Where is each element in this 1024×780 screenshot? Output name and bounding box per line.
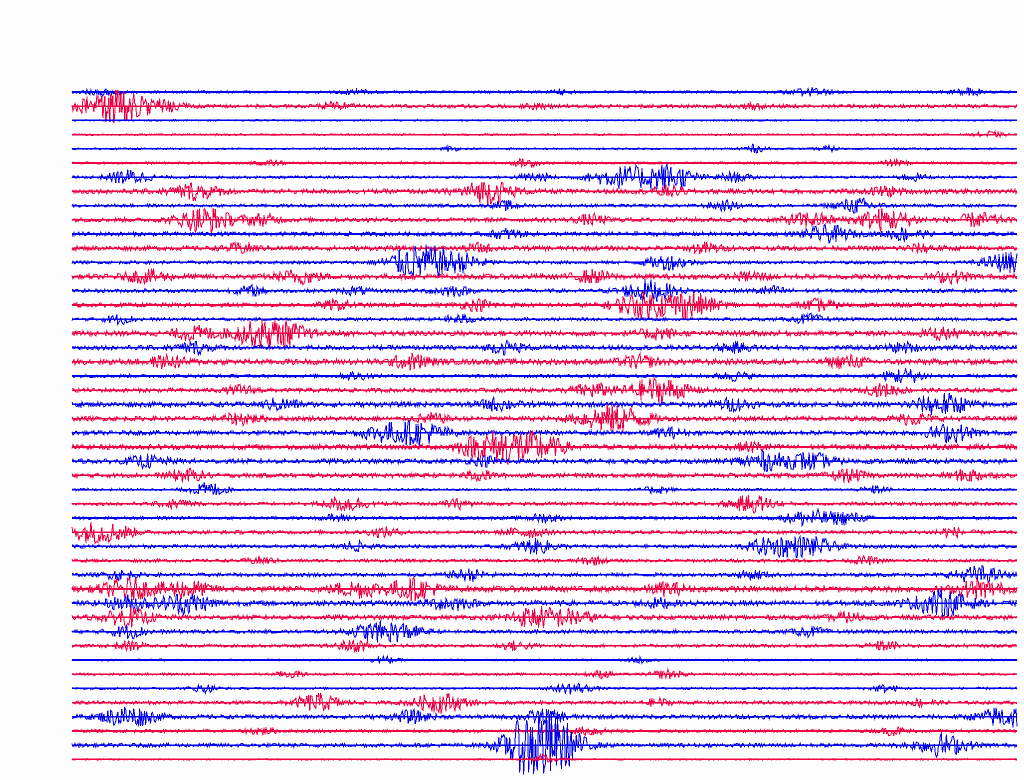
trace-line xyxy=(71,376,1018,405)
trace-line xyxy=(71,351,1018,371)
trace-line xyxy=(71,339,1018,357)
trace-line xyxy=(71,403,1018,432)
trace-line xyxy=(71,318,1018,349)
trace-line xyxy=(71,207,1018,234)
trace-line xyxy=(71,507,1018,528)
